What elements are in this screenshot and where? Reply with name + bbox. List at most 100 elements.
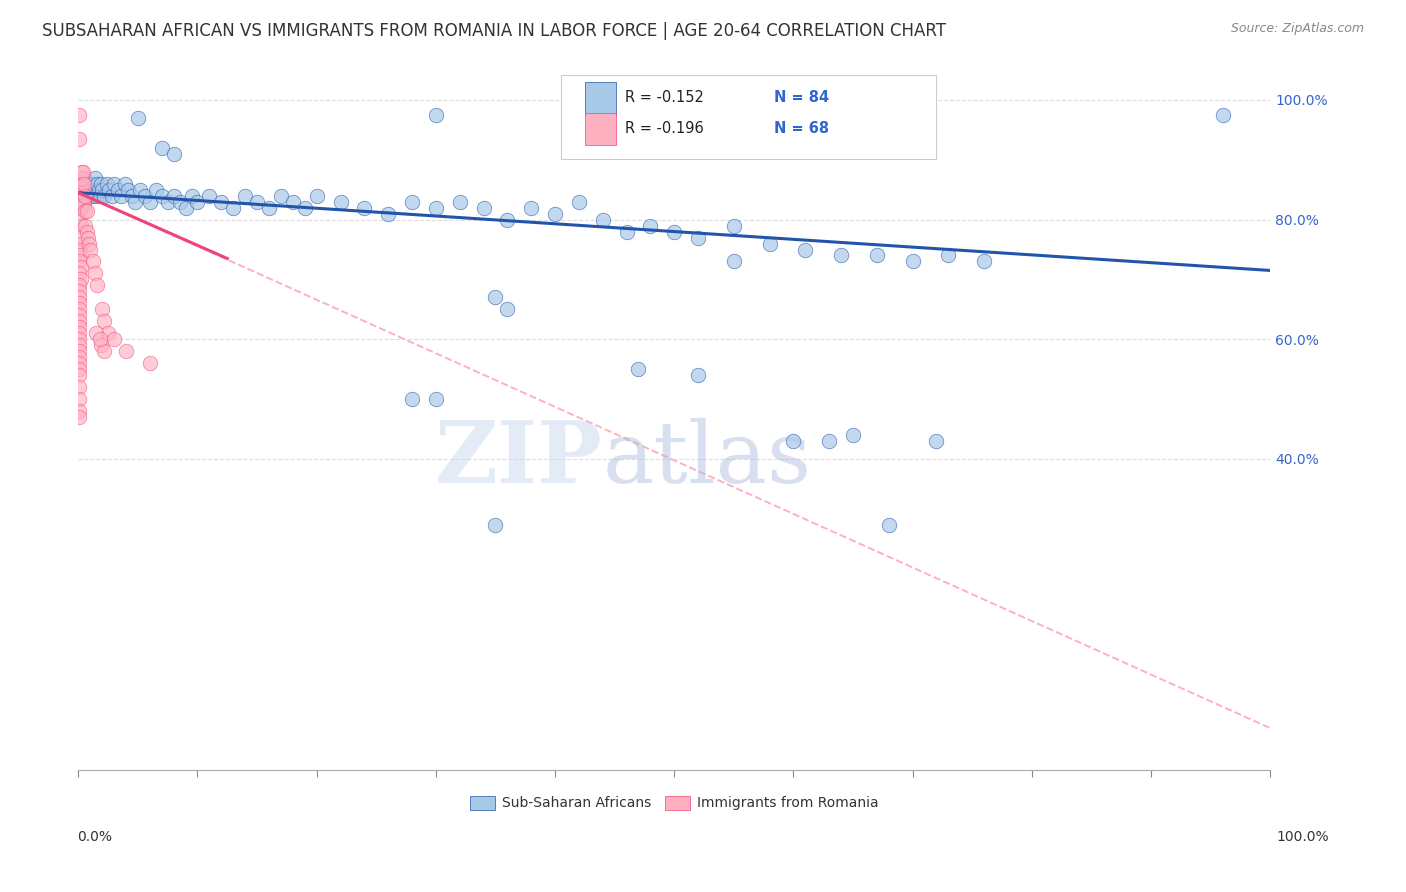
- Point: [281, 194, 304, 209]
- Point: [69, 332, 91, 346]
- Point: [103, 332, 125, 346]
- Point: [75, 219, 97, 233]
- Point: [77, 177, 100, 191]
- Point: [70, 177, 93, 191]
- Text: 100.0%: 100.0%: [1277, 830, 1329, 844]
- Point: [233, 188, 256, 202]
- Point: [257, 201, 280, 215]
- Point: [72, 177, 94, 191]
- Point: [89, 188, 111, 202]
- Point: [1212, 108, 1234, 122]
- Point: [150, 188, 173, 202]
- Point: [86, 278, 108, 293]
- Point: [69, 368, 91, 383]
- Point: [127, 111, 149, 125]
- Point: [80, 188, 103, 202]
- Point: [69, 179, 91, 194]
- FancyBboxPatch shape: [585, 82, 616, 115]
- Point: [90, 177, 112, 191]
- Point: [842, 428, 865, 442]
- Point: [169, 194, 191, 209]
- Point: [69, 230, 91, 244]
- Point: [69, 320, 91, 334]
- Legend: Sub-Saharan Africans, Immigrants from Romania: Sub-Saharan Africans, Immigrants from Ro…: [464, 790, 884, 816]
- Point: [69, 188, 91, 202]
- Point: [100, 188, 122, 202]
- Point: [134, 188, 156, 202]
- Point: [110, 188, 132, 202]
- Point: [830, 248, 852, 262]
- Point: [87, 183, 110, 197]
- Text: atlas: atlas: [603, 417, 811, 501]
- Point: [723, 254, 745, 268]
- Point: [198, 188, 221, 202]
- Point: [93, 344, 115, 359]
- Point: [938, 248, 960, 262]
- Point: [69, 302, 91, 317]
- Point: [496, 302, 519, 317]
- Point: [866, 248, 889, 262]
- Point: [84, 326, 107, 341]
- Point: [209, 194, 232, 209]
- Text: N = 68: N = 68: [775, 120, 830, 136]
- Point: [69, 212, 91, 227]
- Point: [294, 201, 316, 215]
- Point: [401, 194, 423, 209]
- Point: [76, 225, 98, 239]
- Point: [97, 326, 120, 341]
- Point: [186, 194, 208, 209]
- Point: [270, 188, 292, 202]
- Text: SUBSAHARAN AFRICAN VS IMMIGRANTS FROM ROMANIA IN LABOR FORCE | AGE 20-64 CORRELA: SUBSAHARAN AFRICAN VS IMMIGRANTS FROM RO…: [42, 22, 946, 40]
- Point: [114, 177, 136, 191]
- Point: [901, 254, 924, 268]
- Point: [139, 356, 162, 370]
- Point: [69, 260, 91, 275]
- Point: [818, 434, 841, 448]
- Point: [72, 192, 94, 206]
- Point: [103, 177, 125, 191]
- Point: [76, 230, 98, 244]
- Point: [472, 201, 495, 215]
- Point: [76, 177, 98, 191]
- Point: [76, 203, 98, 218]
- Point: [121, 188, 143, 202]
- Point: [69, 278, 91, 293]
- Point: [592, 212, 614, 227]
- Point: [82, 254, 104, 268]
- Text: ZIP: ZIP: [434, 417, 603, 501]
- Point: [83, 183, 105, 197]
- Point: [180, 188, 202, 202]
- Point: [150, 141, 173, 155]
- Point: [69, 108, 91, 122]
- Text: Source: ZipAtlas.com: Source: ZipAtlas.com: [1230, 22, 1364, 36]
- Point: [124, 194, 146, 209]
- Point: [782, 434, 804, 448]
- Point: [70, 170, 93, 185]
- Point: [794, 243, 817, 257]
- Point: [377, 206, 399, 220]
- Point: [69, 380, 91, 394]
- Point: [688, 230, 710, 244]
- Point: [69, 290, 91, 304]
- Point: [75, 183, 97, 197]
- Point: [145, 183, 167, 197]
- Point: [162, 188, 184, 202]
- Point: [93, 188, 115, 202]
- Point: [89, 332, 111, 346]
- Point: [77, 236, 100, 251]
- Point: [82, 177, 104, 191]
- Point: [520, 201, 543, 215]
- Point: [84, 188, 107, 202]
- Point: [484, 290, 506, 304]
- Point: [72, 183, 94, 197]
- Point: [84, 267, 107, 281]
- Point: [664, 225, 686, 239]
- Point: [425, 108, 447, 122]
- Text: R = -0.196: R = -0.196: [626, 120, 704, 136]
- Point: [568, 194, 591, 209]
- Point: [544, 206, 567, 220]
- Point: [73, 170, 96, 185]
- Point: [79, 243, 101, 257]
- Point: [723, 219, 745, 233]
- Point: [69, 254, 91, 268]
